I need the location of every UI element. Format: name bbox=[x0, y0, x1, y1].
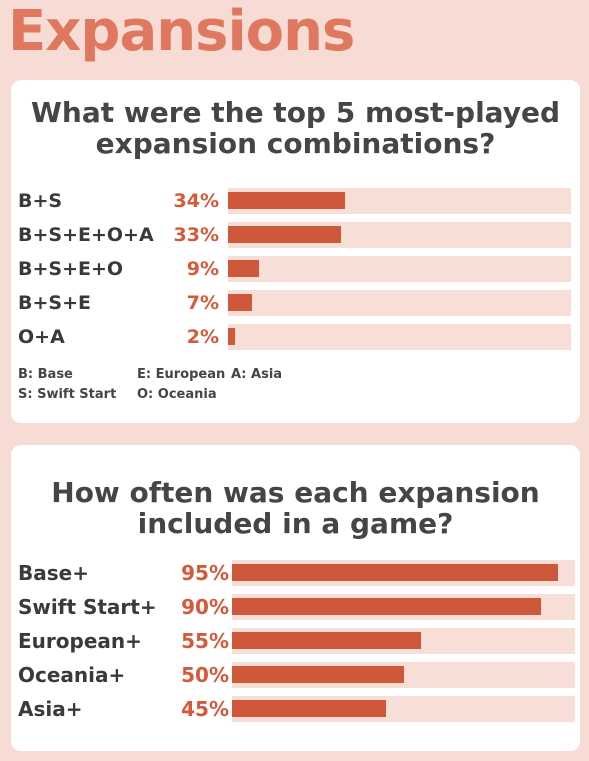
bar-value-label: 90% bbox=[181, 595, 229, 619]
bar bbox=[232, 666, 404, 683]
bar-row: Asia+ 45% bbox=[11, 696, 580, 722]
bar-value-label: 7% bbox=[186, 292, 219, 314]
bar-value-label: 55% bbox=[181, 629, 229, 653]
page-title: Expansions bbox=[8, 0, 355, 64]
bar-track bbox=[228, 188, 571, 214]
bar-row: Swift Start+ 90% bbox=[11, 594, 580, 620]
bar-row: Oceania+ 50% bbox=[11, 662, 580, 688]
bar-track bbox=[228, 256, 571, 282]
bar-value-label: 95% bbox=[181, 561, 229, 585]
bar-category-label: Swift Start+ bbox=[18, 595, 157, 619]
bar-track bbox=[228, 222, 571, 248]
legend-item-asia: A: Asia bbox=[231, 367, 283, 382]
bar-track bbox=[232, 594, 575, 620]
legend-item-oceania: O: Oceania bbox=[137, 387, 217, 402]
bar-category-label: B+S+E bbox=[18, 292, 91, 314]
bar-track bbox=[232, 662, 575, 688]
bar bbox=[228, 328, 235, 345]
bar-track bbox=[228, 290, 571, 316]
bar bbox=[232, 632, 421, 649]
bar-category-label: O+A bbox=[18, 326, 65, 348]
inclusion-chart-title: How often was each expansion included in… bbox=[51, 476, 540, 540]
legend-item-swift-start: S: Swift Start bbox=[18, 387, 117, 402]
legend-item-base: B: Base bbox=[18, 367, 73, 382]
bar-row: B+S+E+O+A 33% bbox=[11, 222, 580, 248]
bar-track bbox=[232, 560, 575, 586]
bar-track bbox=[228, 324, 571, 350]
legend-item-european: E: European bbox=[137, 367, 226, 382]
bar bbox=[232, 598, 541, 615]
bar-row: European+ 55% bbox=[11, 628, 580, 654]
bar-category-label: B+S+E+O bbox=[18, 258, 124, 280]
bar bbox=[228, 226, 342, 243]
bar-track bbox=[232, 628, 575, 654]
combinations-card: What were the top 5 most-played expansio… bbox=[11, 80, 580, 423]
bar bbox=[232, 564, 558, 581]
bar-row: Base+ 95% bbox=[11, 560, 580, 586]
bar-track bbox=[232, 696, 575, 722]
bar-row: B+S+E+O 9% bbox=[11, 256, 580, 282]
bar-value-label: 33% bbox=[173, 224, 219, 246]
bar-value-label: 34% bbox=[173, 190, 219, 212]
bar-category-label: B+S+E+O+A bbox=[18, 224, 154, 246]
bar-category-label: European+ bbox=[18, 629, 142, 653]
bar-row: B+S+E 7% bbox=[11, 290, 580, 316]
bar-category-label: Oceania+ bbox=[18, 663, 126, 687]
bar-value-label: 45% bbox=[181, 697, 229, 721]
inclusion-card: How often was each expansion included in… bbox=[11, 445, 580, 751]
bar-category-label: Base+ bbox=[18, 561, 89, 585]
bar bbox=[228, 192, 345, 209]
bar-value-label: 9% bbox=[186, 258, 219, 280]
bar bbox=[232, 700, 387, 717]
bar bbox=[228, 294, 252, 311]
bar-value-label: 50% bbox=[181, 663, 229, 687]
combinations-chart-title: What were the top 5 most-played expansio… bbox=[31, 96, 560, 160]
bar bbox=[228, 260, 259, 277]
bar-row: O+A 2% bbox=[11, 324, 580, 350]
bar-category-label: B+S bbox=[18, 190, 63, 212]
bar-value-label: 2% bbox=[186, 326, 219, 348]
bar-category-label: Asia+ bbox=[18, 697, 83, 721]
bar-row: B+S 34% bbox=[11, 188, 580, 214]
